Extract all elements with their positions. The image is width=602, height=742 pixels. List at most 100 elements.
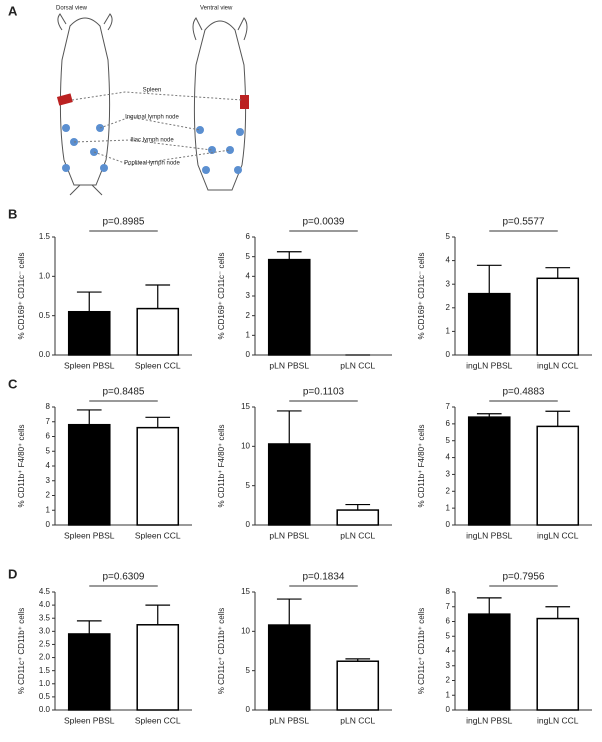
y-tick-label: 3 [446,661,451,670]
bar [136,426,180,526]
y-tick-label: 5 [246,481,251,490]
y-axis-label: % CD11c⁺ CD11b⁺ cells [217,608,226,694]
y-tick-label: 0 [246,705,251,714]
y-axis-label: % CD11c⁺ CD11b⁺ cells [417,608,426,694]
y-tick-label: 4 [446,646,451,655]
view-label: Ventral view [200,6,233,12]
y-tick-label: 1.0 [39,679,51,688]
y-tick-label: 0 [246,520,251,529]
x-tick-label: pLN CCL [340,360,375,370]
y-tick-label: 1 [446,503,451,512]
y-tick-label: 4 [46,461,51,470]
y-tick-label: 10 [241,441,250,450]
y-axis-label: % CD169⁺ CD11c⁻ cells [17,253,26,340]
y-tick-label: 5 [46,446,51,455]
y-tick-label: 2 [246,311,251,320]
y-tick-label: 3 [46,476,51,485]
lymph-nodes [62,124,244,174]
x-tick-label: ingLN CCL [537,360,579,370]
bar [336,660,380,711]
y-tick-label: 7 [446,402,451,411]
y-tick-label: 5 [446,436,451,445]
y-tick-label: 6 [46,432,51,441]
y-tick-label: 0.0 [39,705,51,714]
y-tick-label: 3.5 [39,613,51,622]
x-tick-label: pLN PBSL [269,360,309,370]
x-tick-label: Spleen PBSL [64,715,115,725]
bar [136,624,180,711]
x-tick-label: ingLN PBSL [466,715,513,725]
y-axis-label: % CD169⁺ CD11c⁻ cells [217,253,226,340]
y-tick-label: 0 [446,520,451,529]
x-tick-label: ingLN PBSL [466,530,513,540]
y-tick-label: 4 [446,453,451,462]
y-tick-label: 0 [446,705,451,714]
y-tick-label: 7 [46,417,51,426]
bar [536,277,580,356]
bar [467,292,511,356]
y-tick-label: 6 [446,419,451,428]
x-tick-label: Spleen CCL [135,360,181,370]
panel-letter: C [8,376,18,391]
y-tick-label: 5 [246,666,251,675]
y-tick-label: 7 [446,602,451,611]
y-tick-label: 0.0 [39,350,51,359]
y-tick-label: 0 [446,350,451,359]
y-tick-label: 1.5 [39,666,51,675]
y-tick-label: 2.5 [39,640,51,649]
bar [536,617,580,711]
spleen-icon [56,93,73,106]
y-axis-label: % CD169⁺ CD11c⁻ cells [417,253,426,340]
p-value: p=0.8985 [103,217,145,228]
x-tick-label: ingLN CCL [537,530,579,540]
p-value: p=0.4883 [503,387,545,398]
p-value: p=0.6309 [103,572,145,583]
p-value: p=0.0039 [303,217,345,228]
y-axis-label: % CD11b⁺ F4/80⁺ cells [417,425,426,508]
mouse-outline [57,13,113,186]
y-tick-label: 5 [446,631,451,640]
view-label: Dorsal view [56,6,88,12]
y-tick-label: 10 [241,626,250,635]
y-tick-label: 4 [446,256,451,265]
x-tick-label: Spleen PBSL [64,530,115,540]
y-tick-label: 0 [46,520,51,529]
x-tick-label: ingLN PBSL [466,360,513,370]
x-tick-label: pLN CCL [340,530,375,540]
organ-label: Inguinal lymph node [125,115,179,121]
x-tick-label: ingLN CCL [537,715,579,725]
y-tick-label: 0.5 [39,692,51,701]
y-tick-label: 2 [446,303,451,312]
y-tick-label: 3 [446,279,451,288]
bar [467,416,511,526]
bar [136,307,180,356]
y-tick-label: 1 [246,330,251,339]
y-axis-label: % CD11c⁺ CD11b⁺ cells [17,608,26,694]
bar [336,509,380,526]
y-tick-label: 1 [446,690,451,699]
mouse-leg [69,184,103,196]
panel-letter: D [8,566,17,581]
p-value: p=0.1103 [303,387,345,398]
y-tick-label: 8 [46,402,51,411]
spleen-icon [240,95,249,109]
y-tick-label: 2 [46,491,51,500]
p-value: p=0.1834 [303,572,345,583]
panel-letter: A [8,3,18,18]
organ-label: Popliteal lymph node [124,161,180,167]
bar [267,443,311,526]
y-tick-label: 1.5 [39,232,51,241]
y-tick-label: 3 [446,470,451,479]
y-tick-label: 3.0 [39,626,51,635]
y-axis-label: % CD11b⁺ F4/80⁺ cells [217,425,226,508]
organ-label: Spleen [143,88,162,94]
bar [536,425,580,526]
y-tick-label: 6 [446,617,451,626]
x-tick-label: Spleen CCL [135,530,181,540]
y-tick-label: 2 [446,676,451,685]
organ-label: Iliac lymph node [130,138,174,144]
x-tick-label: pLN CCL [340,715,375,725]
panel-a: A Dorsal view Ventral view Spleen Inguin… [8,3,249,196]
